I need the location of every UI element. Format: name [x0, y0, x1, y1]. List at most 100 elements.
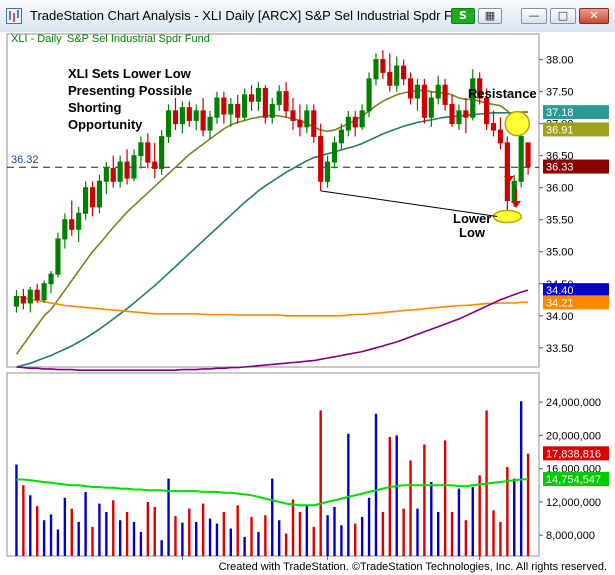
candle-body	[172, 110, 179, 125]
price-pane: XLI - Daily S&P Sel Industrial Spdr Fund 3…	[6, 33, 609, 372]
candle-body	[193, 110, 199, 121]
volume-value-tag-box	[543, 472, 609, 487]
price-value-tag-box	[543, 105, 609, 120]
minimize-button[interactable]: —	[521, 8, 547, 24]
price-value-tag-text: 36.33	[546, 162, 574, 174]
candle-body	[373, 59, 379, 80]
candle-body	[290, 110, 296, 121]
candle-body	[221, 97, 227, 115]
candle-body	[138, 142, 144, 157]
volume-value-tag-text: 17,838,816	[546, 448, 601, 460]
volume-tick-label: 12,000,000	[546, 497, 601, 509]
candle-body	[318, 135, 324, 182]
candle-body	[27, 289, 33, 304]
candle-body	[276, 91, 282, 105]
candle-body	[366, 78, 372, 112]
candle-body	[518, 135, 524, 182]
annotation-layer: XLI Sets Lower Low Presenting Possible Sho…	[68, 66, 537, 240]
candle-body	[497, 129, 504, 144]
price-value-tag-text: 36.91	[546, 124, 574, 136]
candle-body	[352, 116, 358, 128]
candle-body	[110, 167, 116, 182]
candle-body	[20, 296, 26, 304]
candle-body	[456, 110, 462, 125]
chart-header-name: S&P Sel Industrial Spdr Fund	[67, 33, 210, 45]
lower-low-trendline	[320, 190, 498, 218]
price-volume-chart[interactable]: XLI - Daily S&P Sel Industrial Spdr Fund 3…	[0, 32, 615, 561]
candle-body	[255, 87, 262, 102]
candle-body	[117, 161, 123, 182]
candle-body	[242, 94, 248, 118]
moving-average-line-purple	[16, 289, 529, 372]
volume-value-tag-box	[543, 446, 609, 461]
candle-body	[380, 59, 386, 73]
resistance-label: Resistance	[468, 86, 537, 101]
candle-body	[490, 123, 497, 131]
candle-body	[470, 78, 476, 118]
volume-tick-label: 20,000,000	[546, 430, 601, 442]
symbol-button[interactable]: S	[451, 8, 475, 24]
title-bar[interactable]: TradeStation Chart Analysis - XLI Daily …	[0, 0, 615, 33]
setup-annotation-line: Presenting Possible	[68, 83, 192, 98]
price-tick-label: 35.50	[546, 215, 574, 227]
candle-body	[304, 110, 310, 128]
candle-body	[421, 84, 427, 118]
price-value-tag-text: 34.21	[546, 297, 574, 309]
setup-annotation-line: Opportunity	[68, 117, 143, 132]
candle-body	[394, 65, 400, 86]
candle-body	[89, 187, 96, 208]
price-value-tag-box	[543, 295, 609, 310]
reference-level-label: 36.32	[11, 154, 39, 166]
month-label: Mar	[318, 560, 337, 561]
price-tick-label: 38.00	[546, 55, 574, 67]
volume-tick-label: 24,000,000	[546, 397, 601, 409]
maximize-button[interactable]: □	[550, 8, 576, 24]
window-title: TradeStation Chart Analysis - XLI Daily …	[30, 8, 474, 23]
price-value-tag-text: 34.40	[546, 285, 574, 297]
down-arrow-icon-head	[511, 201, 521, 208]
volume-pane: 24,000,00020,000,00016,000,00012,000,000…	[6, 372, 609, 561]
candle-body	[165, 110, 172, 137]
candle-body	[525, 142, 531, 168]
price-tick-label: 33.50	[546, 343, 574, 355]
price-pane-frame	[6, 33, 540, 368]
price-value-tag-box	[543, 122, 609, 137]
volume-average-line	[16, 478, 529, 507]
resistance-highlight	[504, 110, 531, 137]
candle-body	[262, 87, 268, 118]
setup-annotation-line: Shorting	[68, 100, 121, 115]
candle-body	[269, 103, 275, 118]
close-button[interactable]: ✕	[579, 8, 609, 24]
candle-body	[55, 238, 61, 275]
candle-body	[442, 84, 448, 105]
price-tick-label: 37.50	[546, 87, 574, 99]
moving-average-line-teal	[16, 111, 529, 368]
candle-body	[159, 135, 165, 169]
candle-body	[283, 91, 289, 112]
candle-body	[428, 97, 434, 118]
candle-body	[414, 84, 421, 99]
grid-menu-button[interactable]: ▦	[478, 8, 502, 24]
candle-body	[463, 110, 469, 118]
candle-body	[325, 161, 331, 182]
candle-body	[41, 283, 47, 301]
candle-body	[387, 71, 393, 86]
candle-body	[449, 103, 455, 125]
candle-body	[345, 116, 351, 131]
candle-body	[48, 273, 54, 285]
candle-body	[69, 219, 75, 230]
candle-body	[179, 107, 185, 125]
candle-body	[331, 142, 338, 163]
candle-body	[435, 84, 441, 99]
candle-body	[228, 103, 234, 115]
volume-tick-label: 8,000,000	[546, 530, 595, 542]
candle-body	[62, 219, 68, 240]
lower-low-label-line: Low	[459, 225, 486, 240]
candle-body	[34, 289, 40, 301]
price-tick-label: 34.00	[546, 311, 574, 323]
candle-body	[207, 116, 213, 131]
candle-body	[248, 94, 255, 102]
lower-low-highlight	[492, 209, 523, 224]
candle-body	[297, 119, 303, 128]
